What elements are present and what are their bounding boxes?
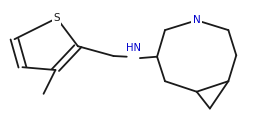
Text: S: S — [53, 13, 60, 23]
Text: N: N — [193, 15, 201, 25]
Text: HN: HN — [126, 43, 141, 53]
